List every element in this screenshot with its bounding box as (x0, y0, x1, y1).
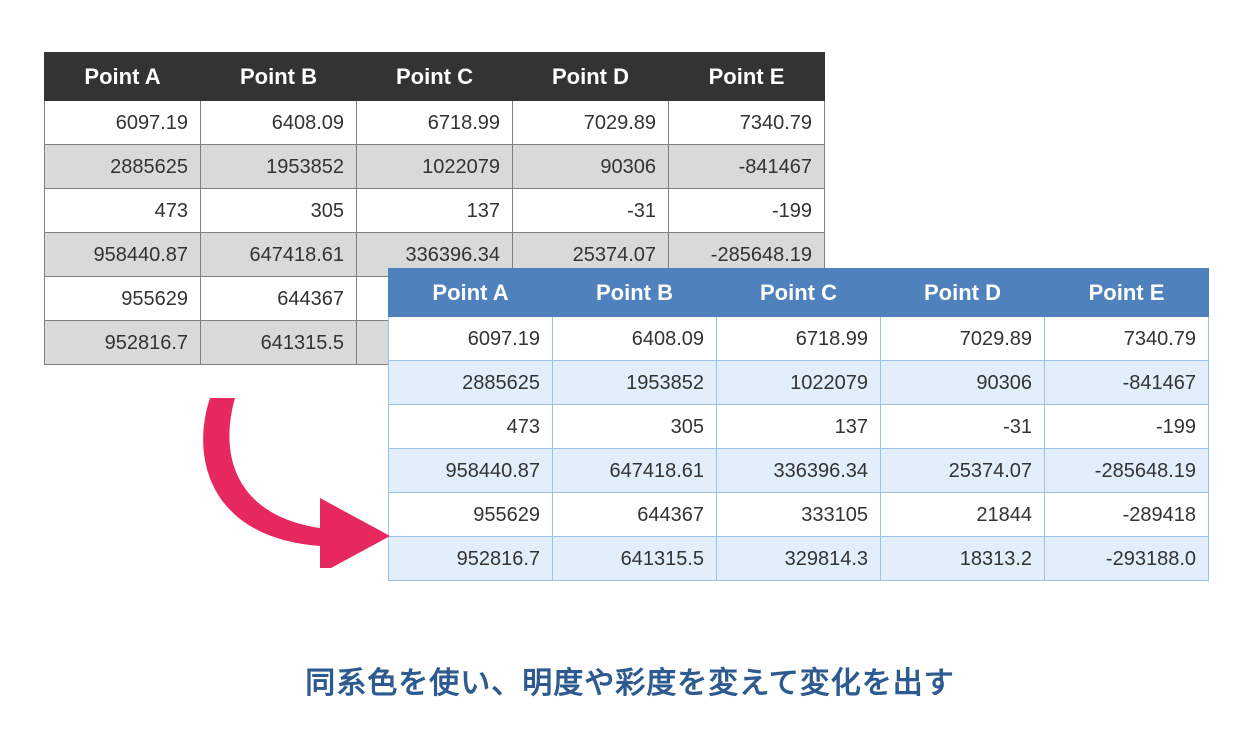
cell: 329814.3 (717, 537, 881, 581)
cell: 137 (717, 405, 881, 449)
cell: 473 (45, 189, 201, 233)
cell: -31 (513, 189, 669, 233)
stage: Point A Point B Point C Point D Point E … (0, 0, 1260, 729)
table-dark-col-b: Point B (201, 53, 357, 101)
cell: 955629 (45, 277, 201, 321)
cell: 6408.09 (553, 317, 717, 361)
cell: 6718.99 (357, 101, 513, 145)
table-dark-col-e: Point E (669, 53, 825, 101)
table-row: 958440.87 647418.61 336396.34 25374.07 -… (389, 449, 1209, 493)
arrow-icon (190, 398, 390, 568)
cell: -199 (1045, 405, 1209, 449)
cell: -31 (881, 405, 1045, 449)
table-row: 955629 644367 333105 21844 -289418 (389, 493, 1209, 537)
table-blue: Point A Point B Point C Point D Point E … (388, 268, 1209, 581)
table-blue-col-b: Point B (553, 269, 717, 317)
table-row: 473 305 137 -31 -199 (389, 405, 1209, 449)
cell: -199 (669, 189, 825, 233)
cell: 333105 (717, 493, 881, 537)
cell: 1022079 (357, 145, 513, 189)
cell: 952816.7 (45, 321, 201, 365)
cell: -293188.0 (1045, 537, 1209, 581)
table-blue-col-c: Point C (717, 269, 881, 317)
cell: 641315.5 (201, 321, 357, 365)
cell: 7340.79 (669, 101, 825, 145)
table-dark-col-a: Point A (45, 53, 201, 101)
table-dark-header: Point A Point B Point C Point D Point E (45, 53, 825, 101)
table-blue-col-e: Point E (1045, 269, 1209, 317)
cell: 90306 (881, 361, 1045, 405)
cell: -841467 (669, 145, 825, 189)
table-row: 473 305 137 -31 -199 (45, 189, 825, 233)
cell: 7029.89 (881, 317, 1045, 361)
cell: 6408.09 (201, 101, 357, 145)
cell: 1953852 (201, 145, 357, 189)
cell: 6097.19 (389, 317, 553, 361)
cell: 1953852 (553, 361, 717, 405)
cell: 647418.61 (553, 449, 717, 493)
caption-text: 同系色を使い、明度や彩度を変えて変化を出す (0, 658, 1260, 702)
cell: 7340.79 (1045, 317, 1209, 361)
table-dark-col-d: Point D (513, 53, 669, 101)
cell: 647418.61 (201, 233, 357, 277)
cell: -841467 (1045, 361, 1209, 405)
cell: 952816.7 (389, 537, 553, 581)
cell: 2885625 (45, 145, 201, 189)
table-dark-col-c: Point C (357, 53, 513, 101)
cell: 305 (201, 189, 357, 233)
table-row: 2885625 1953852 1022079 90306 -841467 (45, 145, 825, 189)
table-row: 6097.19 6408.09 6718.99 7029.89 7340.79 (389, 317, 1209, 361)
cell: 955629 (389, 493, 553, 537)
table-row: 2885625 1953852 1022079 90306 -841467 (389, 361, 1209, 405)
cell: 18313.2 (881, 537, 1045, 581)
cell: 958440.87 (389, 449, 553, 493)
cell: 7029.89 (513, 101, 669, 145)
cell: 305 (553, 405, 717, 449)
table-blue-col-a: Point A (389, 269, 553, 317)
cell: 2885625 (389, 361, 553, 405)
cell: 473 (389, 405, 553, 449)
cell: 21844 (881, 493, 1045, 537)
table-row: 6097.19 6408.09 6718.99 7029.89 7340.79 (45, 101, 825, 145)
cell: -285648.19 (1045, 449, 1209, 493)
cell: 6718.99 (717, 317, 881, 361)
cell: 958440.87 (45, 233, 201, 277)
cell: 644367 (553, 493, 717, 537)
cell: 644367 (201, 277, 357, 321)
cell: 336396.34 (717, 449, 881, 493)
table-blue-body: 6097.19 6408.09 6718.99 7029.89 7340.79 … (389, 317, 1209, 581)
cell: 90306 (513, 145, 669, 189)
table-blue-col-d: Point D (881, 269, 1045, 317)
cell: 137 (357, 189, 513, 233)
cell: 1022079 (717, 361, 881, 405)
table-row: 952816.7 641315.5 329814.3 18313.2 -2931… (389, 537, 1209, 581)
cell: 641315.5 (553, 537, 717, 581)
cell: 25374.07 (881, 449, 1045, 493)
cell: 6097.19 (45, 101, 201, 145)
table-blue-header: Point A Point B Point C Point D Point E (389, 269, 1209, 317)
cell: -289418 (1045, 493, 1209, 537)
